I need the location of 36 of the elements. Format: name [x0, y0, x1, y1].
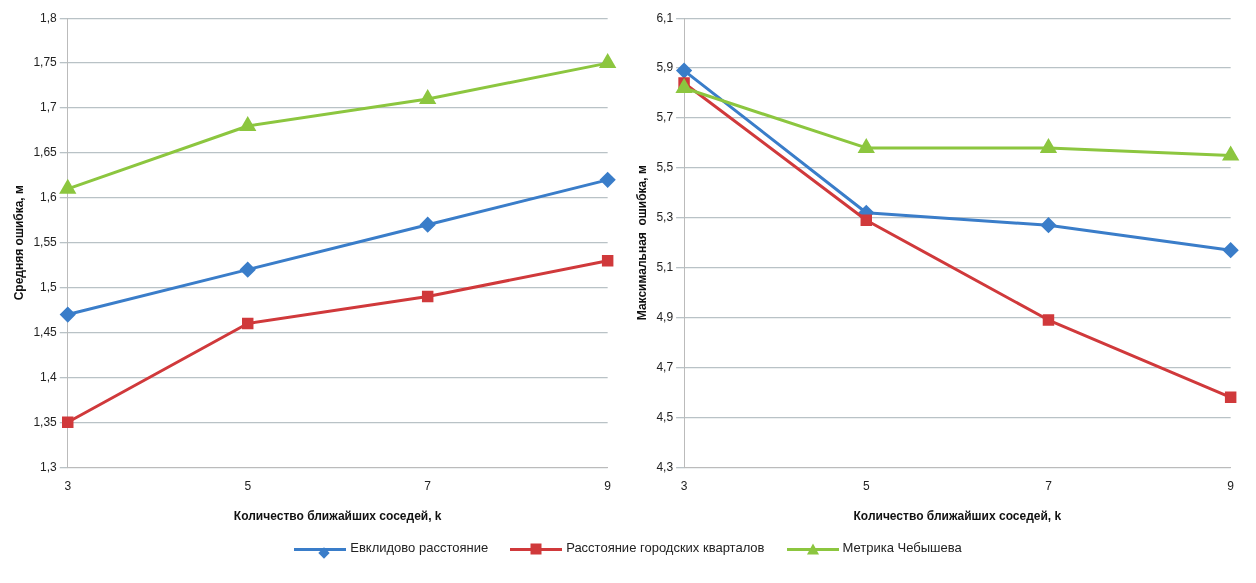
y-tick-label: 5,7	[656, 110, 674, 125]
x-tick-label: 3	[680, 478, 688, 493]
x-axis-title: Количество ближайших соседей, k	[853, 509, 1062, 524]
x-tick-label: 9	[604, 478, 612, 493]
y-tick-label: 1,35	[33, 414, 58, 429]
x-tick-label: 3	[64, 478, 72, 493]
x-axis-title: Количество ближайших соседей, k	[233, 509, 442, 524]
y-tick-label: 5,1	[656, 259, 674, 274]
x-tick-label: 7	[424, 478, 432, 493]
y-tick-label: 6,1	[656, 10, 674, 25]
y-axis-title: Средняя ошибка, м	[11, 184, 26, 301]
x-tick-label: 5	[244, 478, 252, 493]
y-tick-label: 1,7	[40, 100, 58, 115]
x-tick-label: 5	[862, 478, 870, 493]
y-tick-label: 4,5	[656, 409, 674, 424]
legend-label: Расстояние городских кварталов	[566, 540, 765, 555]
legend-label: Евклидово расстояние	[350, 540, 489, 555]
y-tick-label: 1,65	[33, 145, 58, 160]
y-tick-label: 4,9	[656, 309, 674, 324]
y-axis-title: Максимальная ошибка, м	[634, 165, 649, 321]
y-tick-label: 1,8	[40, 10, 58, 25]
y-tick-label: 1,6	[40, 190, 58, 205]
y-tick-label: 5,9	[656, 60, 674, 75]
y-tick-label: 5,3	[656, 210, 674, 225]
y-tick-label: 1,75	[33, 55, 58, 70]
y-tick-label: 1,5	[40, 279, 58, 294]
y-tick-label: 5,5	[656, 160, 674, 175]
x-tick-label: 7	[1045, 478, 1053, 493]
y-tick-label: 1,55	[33, 235, 58, 250]
x-tick-label: 9	[1227, 478, 1235, 493]
legend-label: Метрика Чебышева	[842, 540, 962, 555]
y-tick-label: 1,45	[33, 324, 58, 339]
y-tick-label: 4,7	[656, 359, 674, 374]
y-tick-label: 4,3	[656, 459, 674, 474]
y-tick-label: 1,4	[40, 369, 58, 384]
y-tick-label: 1,3	[40, 459, 58, 474]
